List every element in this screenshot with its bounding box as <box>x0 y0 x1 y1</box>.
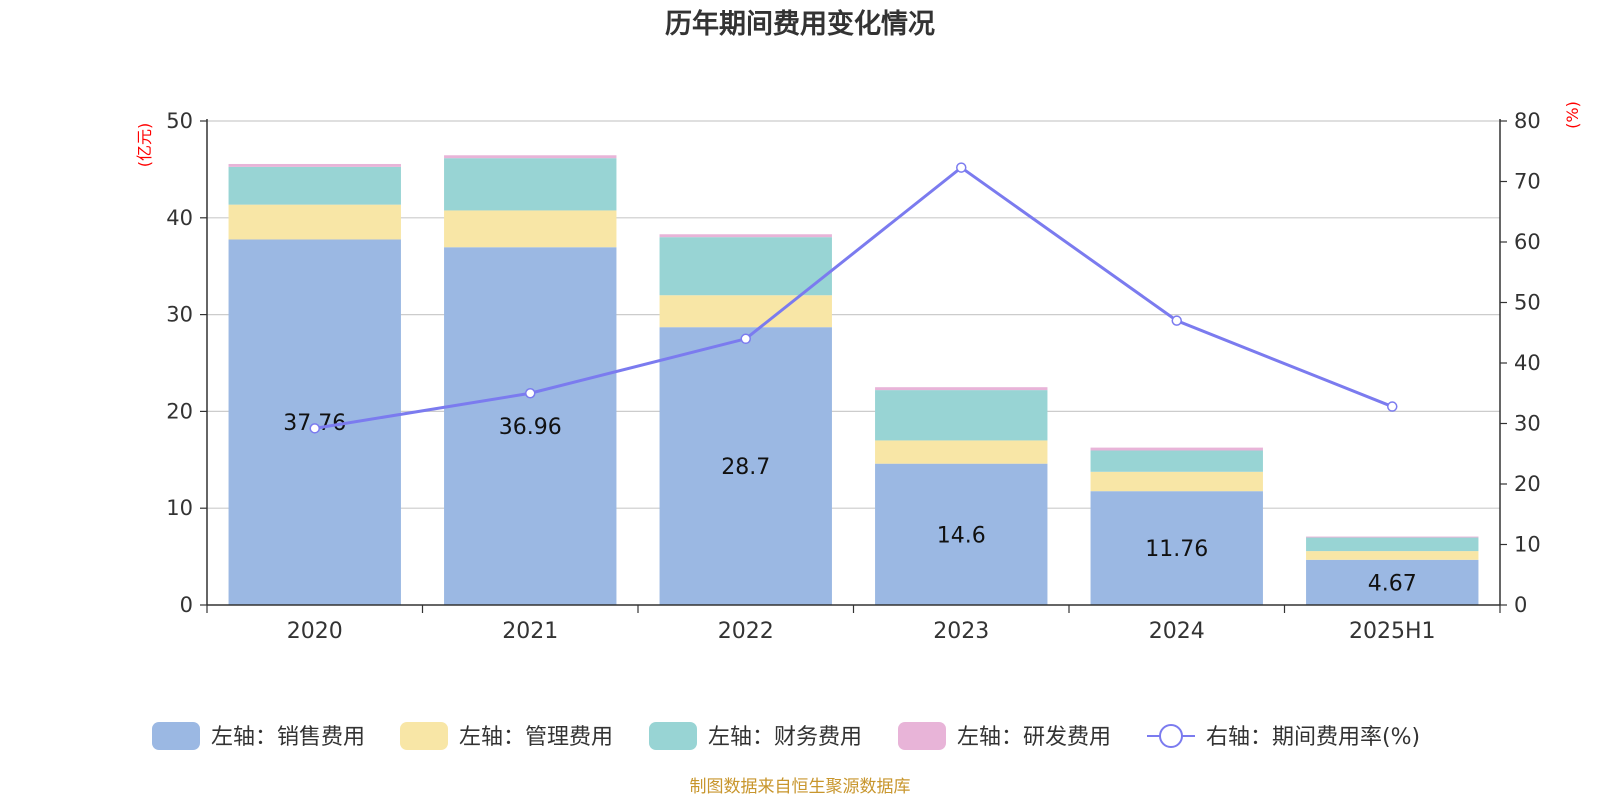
bar-segment <box>228 239 401 605</box>
legend-marker-icon <box>1159 724 1183 748</box>
rate-point <box>1171 315 1182 326</box>
right-axis-unit: (%) <box>1563 101 1582 129</box>
left-tick-label: 10 <box>166 496 193 520</box>
right-tick-label: 60 <box>1514 230 1541 254</box>
right-tick-label: 70 <box>1514 170 1541 194</box>
x-tick-label: 2022 <box>718 619 774 644</box>
bar-segment <box>444 247 617 605</box>
bar-segment <box>1306 537 1479 552</box>
bars <box>228 155 1479 605</box>
data-label: 36.96 <box>499 415 562 440</box>
legend-swatch <box>400 722 448 750</box>
data-label: 11.76 <box>1145 537 1208 562</box>
legend-label: 左轴：管理费用 <box>459 725 613 750</box>
bar-segment <box>444 210 617 248</box>
data-label: 14.6 <box>937 523 986 548</box>
chart-title: 历年期间费用变化情况 <box>665 8 935 40</box>
left-axis-unit: (亿元) <box>135 123 154 168</box>
bar-segment <box>659 295 832 328</box>
bar-segment <box>1306 536 1479 538</box>
bar-segment <box>228 163 401 167</box>
left-tick-label: 50 <box>166 109 193 133</box>
bar-segment <box>659 237 832 296</box>
bar-segment <box>875 440 1048 464</box>
left-tick-label: 40 <box>166 206 193 230</box>
bar-segment <box>444 155 617 159</box>
right-tick-label: 20 <box>1514 472 1541 496</box>
rate-point <box>525 388 536 399</box>
x-tick-label: 2025H1 <box>1349 619 1436 644</box>
right-tick-label: 10 <box>1514 533 1541 557</box>
right-tick-label: 30 <box>1514 412 1541 436</box>
bar-segment <box>1306 551 1479 560</box>
data-label: 4.67 <box>1368 571 1417 596</box>
bar-segment <box>1306 559 1479 605</box>
bar-segment <box>875 463 1048 605</box>
bar-segment <box>228 204 401 240</box>
bar-segment <box>875 390 1048 441</box>
bar-segment <box>228 166 401 205</box>
bar-segment <box>1090 491 1263 605</box>
right-tick-label: 80 <box>1514 109 1541 133</box>
rate-line <box>309 162 1398 434</box>
legend-label: 右轴：期间费用率(%) <box>1206 725 1420 750</box>
legend-swatch <box>898 722 946 750</box>
rate-point <box>1387 401 1398 412</box>
bar-segment <box>1090 450 1263 472</box>
right-tick-label: 50 <box>1514 291 1541 315</box>
right-tick-label: 40 <box>1514 351 1541 375</box>
rate-point <box>309 423 320 434</box>
x-tick-label: 2023 <box>933 619 989 644</box>
legend-label: 左轴：财务费用 <box>708 725 862 750</box>
left-tick-label: 20 <box>166 399 193 423</box>
legend-swatch <box>152 722 200 750</box>
x-tick-label: 2021 <box>502 619 558 644</box>
bar-segment <box>1090 471 1263 492</box>
left-tick-label: 30 <box>166 303 193 327</box>
axes: 0 10 20 30 40 50 0 10 20 30 40 50 60 70 80 2020 2021 2022… <box>166 109 1540 644</box>
bar-segment <box>659 327 832 605</box>
x-tick-label: 2024 <box>1149 619 1205 644</box>
bar-segment <box>659 234 832 238</box>
rate-point <box>740 333 751 345</box>
legend-label: 左轴：研发费用 <box>957 725 1111 750</box>
legend: 左轴：销售费用 左轴：管理费用 左轴：财务费用 左轴：研发费用 右轴：期间费用率(%) <box>152 722 1420 750</box>
right-tick-label: 0 <box>1514 593 1527 617</box>
data-label: 28.7 <box>721 455 770 480</box>
source-note: 制图数据来自恒生聚源数据库 <box>690 777 911 797</box>
bar-segment <box>875 387 1048 391</box>
legend-swatch <box>649 722 697 750</box>
bar-segment <box>1090 447 1263 451</box>
legend-label: 左轴：销售费用 <box>211 725 365 750</box>
left-tick-label: 0 <box>180 593 193 617</box>
bar-segment <box>444 158 617 211</box>
rate-point <box>956 162 967 173</box>
x-tick-label: 2020 <box>287 619 343 644</box>
rate-series-line <box>314 165 1393 430</box>
